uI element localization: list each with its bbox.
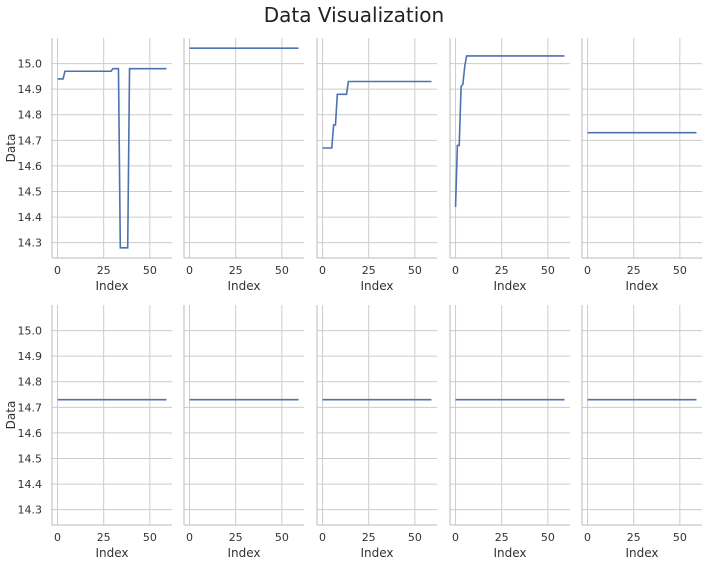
panel-8: 0 25 50 Index — [316, 305, 437, 560]
x-tick-label: 50 — [275, 264, 289, 277]
y-tick-label: 14.4 — [18, 211, 43, 224]
x-axis-label: Index — [360, 279, 393, 293]
panel-2: 0 25 50 Index — [183, 38, 304, 293]
x-tick-label: 50 — [408, 531, 422, 544]
x-axis-label: Index — [625, 546, 658, 560]
y-axis-label: Data — [4, 401, 18, 430]
x-tick-label: 50 — [673, 264, 687, 277]
x-tick-label: 50 — [541, 264, 555, 277]
x-tick-label: 0 — [186, 264, 193, 277]
panel-1: 0 25 50 Index 14.3 14.4 14.5 14.6 14.7 14.8 14.9 15… — [4, 38, 172, 293]
x-tick-label: 25 — [627, 531, 641, 544]
y-tick-label: 15.0 — [18, 325, 43, 338]
y-tick-label: 14.5 — [18, 185, 43, 198]
x-tick-label: 50 — [143, 531, 157, 544]
y-tick-label: 14.9 — [18, 350, 43, 363]
x-tick-label: 25 — [97, 264, 111, 277]
x-axis-label: Index — [95, 546, 128, 560]
x-tick-label: 25 — [495, 264, 509, 277]
y-tick-label: 14.8 — [18, 376, 43, 389]
y-tick-label: 14.6 — [18, 160, 43, 173]
x-tick-label: 0 — [54, 264, 61, 277]
x-axis-label: Index — [493, 546, 526, 560]
x-tick-label: 25 — [627, 264, 641, 277]
x-axis-label: Index — [493, 279, 526, 293]
x-tick-label: 25 — [229, 531, 243, 544]
x-tick-label: 0 — [54, 531, 61, 544]
x-tick-label: 25 — [229, 264, 243, 277]
y-tick-label: 14.8 — [18, 109, 43, 122]
x-tick-label: 0 — [452, 264, 459, 277]
x-axis-label: Index — [227, 279, 260, 293]
y-tick-label: 14.3 — [18, 237, 43, 250]
series-line — [57, 67, 167, 249]
x-tick-label: 50 — [408, 264, 422, 277]
panel-10: 0 25 50 Index — [581, 305, 702, 560]
panel-6: 0 25 50 Index 14.3 14.4 14.5 14.6 14.7 14.8 14.9 15… — [4, 305, 172, 560]
panel-4: 0 25 50 Index — [449, 38, 570, 293]
y-tick-label: 14.9 — [18, 83, 43, 96]
y-tick-label: 15.0 — [18, 58, 43, 71]
x-tick-label: 0 — [319, 264, 326, 277]
x-tick-label: 0 — [186, 531, 193, 544]
y-tick-label: 14.5 — [18, 452, 43, 465]
x-axis-label: Index — [227, 546, 260, 560]
y-tick-label: 14.7 — [18, 401, 43, 414]
x-tick-label: 50 — [143, 264, 157, 277]
x-tick-label: 0 — [584, 531, 591, 544]
panel-9: 0 25 50 Index — [449, 305, 570, 560]
series-line — [454, 55, 565, 207]
x-tick-label: 25 — [495, 531, 509, 544]
x-tick-label: 0 — [584, 264, 591, 277]
y-axis-label: Data — [4, 134, 18, 163]
y-tick-label: 14.4 — [18, 478, 43, 491]
x-tick-label: 50 — [673, 531, 687, 544]
y-tick-label: 14.3 — [18, 504, 43, 517]
x-tick-label: 0 — [319, 531, 326, 544]
x-tick-label: 25 — [362, 264, 376, 277]
x-tick-label: 25 — [362, 531, 376, 544]
x-tick-label: 50 — [541, 531, 555, 544]
x-axis-label: Index — [625, 279, 658, 293]
x-axis-label: Index — [95, 279, 128, 293]
y-tick-label: 14.7 — [18, 134, 43, 147]
series-line — [322, 80, 432, 149]
panels-group: 0 25 50 Index 14.3 14.4 14.5 14.6 14.7 14.8 14.9 15… — [4, 38, 702, 560]
panel-7: 0 25 50 Index — [183, 305, 304, 560]
x-tick-label: 0 — [452, 531, 459, 544]
figure-title: Data Visualization — [264, 3, 444, 27]
x-axis-label: Index — [360, 546, 393, 560]
x-tick-label: 50 — [275, 531, 289, 544]
x-tick-label: 25 — [97, 531, 111, 544]
panel-5: 0 25 50 Index — [581, 38, 702, 293]
y-tick-label: 14.6 — [18, 427, 43, 440]
panel-3: 0 25 50 Index — [316, 38, 437, 293]
